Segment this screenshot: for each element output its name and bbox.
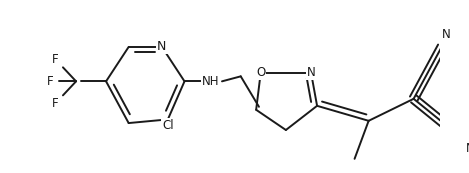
- Text: NH: NH: [202, 75, 219, 88]
- Text: O: O: [256, 66, 265, 79]
- Text: N: N: [157, 40, 166, 53]
- Text: F: F: [46, 75, 53, 88]
- Text: N: N: [466, 142, 469, 155]
- Text: F: F: [52, 97, 59, 110]
- Text: F: F: [52, 53, 59, 66]
- Text: N: N: [307, 66, 315, 79]
- Text: Cl: Cl: [162, 119, 174, 132]
- Text: N: N: [442, 28, 451, 41]
